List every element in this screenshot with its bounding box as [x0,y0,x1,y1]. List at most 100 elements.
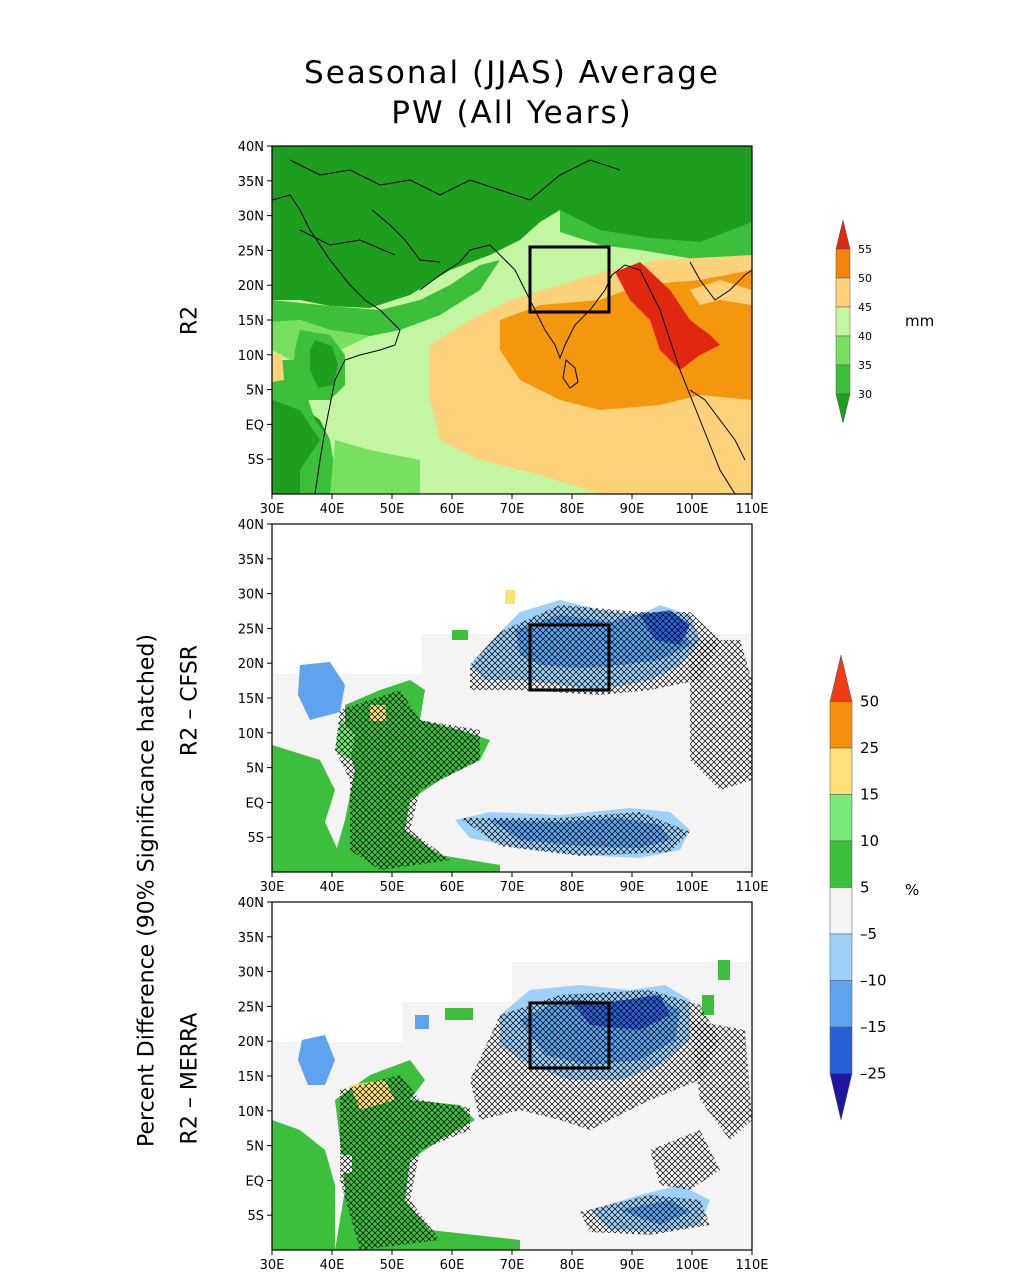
colorbar-pw-swatch [835,306,851,337]
colorbar-pw-swatch [835,335,851,366]
study-region-box-merra [528,1001,611,1070]
colorbar-pw-swatch [835,277,851,308]
study-region-box-cfsr [528,623,611,692]
lon-tick-label: 40E [320,880,345,895]
colorbar-pw: 55 50 45 40 35 30 [835,219,872,424]
coastlines [272,159,752,494]
lon-tick-label: 40E [320,502,345,517]
lon-tick-label: 80E [560,880,585,895]
coastline [562,359,579,389]
colorbar-pct-swatch [829,933,853,981]
lat-tick-label: 25N [238,622,264,637]
lat-tick-label: 20N [238,1035,264,1050]
lat-tick-label: EQ [246,796,264,811]
lat-tick-label: 5S [247,831,264,846]
lon-tick-label: 110E [735,1258,768,1273]
lon-tick-label: 70E [500,502,525,517]
lon-tick-label: 70E [500,880,525,895]
coastline [371,209,441,263]
colorbar-pct-label: 50 [860,693,879,711]
lat-tick-label: 20N [238,279,264,294]
lat-tick-label: 5N [246,384,264,399]
lon-tick-label: 110E [735,880,768,895]
lat-tick-label: 5N [246,1140,264,1155]
lat-tick-label: 35N [238,553,264,568]
pct-map-merra [272,902,752,1250]
lat-tick-label: 40N [238,896,264,911]
study-region-box-r2 [528,245,611,314]
lat-tick-label: 30N [238,210,264,225]
colorbar-pct-swatch [829,794,853,842]
colorbar-pct-label: 10 [860,832,879,850]
lat-tick-label: EQ [246,1174,264,1189]
lon-tick-label: 70E [500,1258,525,1273]
colorbar-pw-arrow-top [835,219,851,250]
lat-tick-label: EQ [246,418,264,433]
coastline-group [272,159,752,494]
colorbar-pct-swatch [829,747,853,795]
colorbar-pw-label: 30 [858,388,872,401]
lat-tick-label: 15N [238,1070,264,1085]
coastline [272,194,401,494]
lon-tick-label: 30E [260,502,285,517]
coastline [419,244,736,494]
lat-tick-label: 35N [238,931,264,946]
lon-tick-label: 100E [675,502,708,517]
pct-map-cfsr [272,524,752,872]
coastline [689,389,746,461]
lat-tick-label: 20N [238,657,264,672]
lat-tick-label: 10N [238,349,264,364]
lon-tick-label: 50E [380,880,405,895]
pw-map-r2 [272,146,752,494]
lat-tick-label: 25N [238,244,264,259]
colorbar-pw-label: 45 [858,301,872,314]
colorbar-pct-label: 5 [860,879,870,897]
colorbar-pct-swatch [829,840,853,888]
lat-tick-label: 5S [247,453,264,468]
colorbar-pw-label: 40 [858,330,872,343]
lon-tick-label: 30E [260,880,285,895]
colorbar-pw-label: 50 [858,272,872,285]
lat-tick-label: 30N [238,588,264,603]
lat-tick-label: 40N [238,518,264,533]
colorbar-pw-unit: mm [905,312,934,330]
colorbar-pct-label: 15 [860,786,879,804]
lat-tick-label: 10N [238,1105,264,1120]
figure-title-line2: PW (All Years) [391,95,633,131]
colorbar-pct-arrow-bottom [829,1073,853,1121]
axes: 40N 35N 30N 25N 20N 15N 10N 5N EQ 5S 30E 40E 50E 60E 7… [238,140,769,1273]
colorbar-pw-swatch [835,248,851,279]
colorbar-pct: 50 25 15 10 5 –5 –10 –15 –25 [829,654,887,1121]
lon-tick-label: 40E [320,1258,345,1273]
colorbar-pw-label: 55 [858,243,872,256]
colorbar-pct-swatch [829,701,853,749]
lon-tick-label: 60E [440,1258,465,1273]
colorbar-pw-swatch [835,364,851,395]
lat-tick-label: 25N [238,1000,264,1015]
colorbar-pct-label: –25 [860,1065,887,1083]
colorbar-pw-label: 35 [858,359,872,372]
colorbar-pct-label: –10 [860,972,887,990]
lon-tick-label: 110E [735,502,768,517]
lat-tick-label: 5N [246,762,264,777]
lon-tick-label: 100E [675,1258,708,1273]
colorbar-pct-label: –5 [860,925,877,943]
lon-tick-label: 80E [560,502,585,517]
lat-tick-label: 30N [238,966,264,981]
lon-tick-label: 80E [560,1258,585,1273]
coastline [299,229,396,256]
colorbar-pct-swatch [829,887,853,935]
colorbar-pct-label: 25 [860,739,879,757]
lat-tick-label: 10N [238,727,264,742]
lon-tick-label: 90E [620,1258,645,1273]
lon-tick-label: 100E [675,880,708,895]
lat-tick-label: 40N [238,140,264,155]
coastline [689,261,752,301]
colorbar-pct-arrow-top [829,654,853,702]
colorbar-pct-swatch [829,1026,853,1074]
lat-tick-label: 15N [238,692,264,707]
colorbar-pct-unit: % [905,881,919,899]
colorbar-pct-label: –15 [860,1018,887,1036]
coastline [289,159,621,201]
